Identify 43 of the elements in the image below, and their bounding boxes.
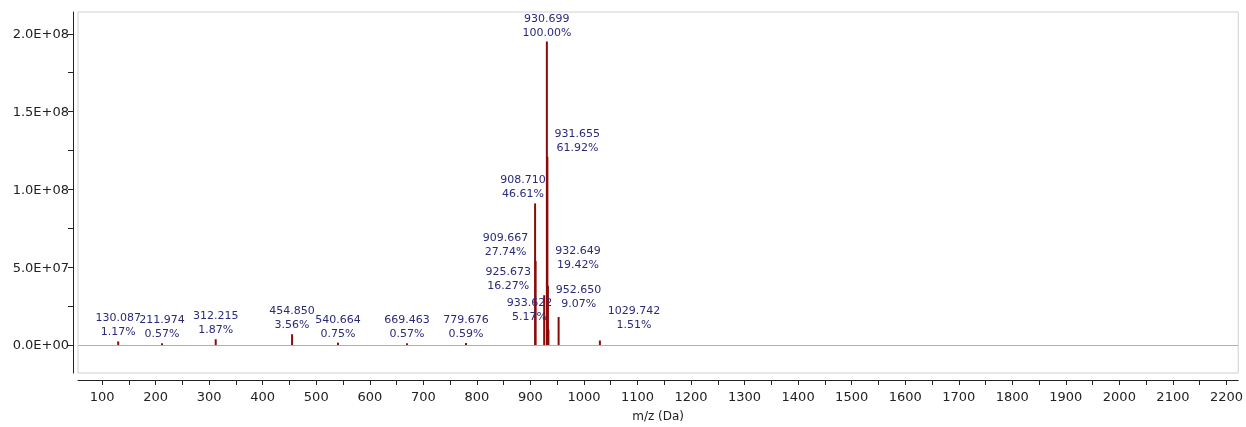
x-tick-label: 1000 <box>567 389 601 404</box>
annotation: 669.463 0.57% <box>384 313 430 341</box>
x-tick-label: 800 <box>464 389 490 404</box>
annotation: 930.699 100.00% <box>522 11 572 39</box>
x-tick-label: 1200 <box>674 389 708 404</box>
x-tick-label: 1300 <box>728 389 762 404</box>
annotation: 1029.742 1.51% <box>607 304 661 332</box>
annotation: 211.974 0.57% <box>139 313 185 341</box>
x-tick-label: 300 <box>196 389 222 404</box>
x-tick-label: 1700 <box>942 389 976 404</box>
annotation: 130.087 1.17% <box>95 311 141 339</box>
x-tick-label: 2000 <box>1102 389 1136 404</box>
y-tick-label: 1.0E+08 <box>12 181 69 197</box>
x-tick-label: 1800 <box>995 389 1029 404</box>
annotation: 909.667 27.74% <box>482 230 529 258</box>
annotation: 925.673 16.27% <box>485 265 531 293</box>
x-tick-label: 1400 <box>781 389 815 404</box>
x-tick-label: 2200 <box>1209 389 1243 404</box>
annotation: 454.850 3.56% <box>269 304 315 332</box>
annotation: 952.650 9.07% <box>555 282 602 310</box>
x-tick-label: 1900 <box>1049 389 1083 404</box>
y-tick-label: 1.5E+08 <box>12 104 69 120</box>
y-tick-label: 0.0E+00 <box>12 337 69 353</box>
x-tick-label: 600 <box>357 389 383 404</box>
annotation: 908.710 46.61% <box>500 173 546 201</box>
annotation: 931.655 61.92% <box>554 126 601 154</box>
annotation: 779.676 0.59% <box>443 313 489 341</box>
x-tick-label: 1600 <box>888 389 922 404</box>
x-tick-label: 700 <box>410 389 436 404</box>
x-tick-label: 500 <box>303 389 329 404</box>
x-tick-label: 100 <box>89 389 115 404</box>
x-axis-title: m/z (Da) <box>632 409 685 423</box>
x-tick-label: 1500 <box>835 389 869 404</box>
x-tick-label: 2100 <box>1156 389 1190 404</box>
x-tick-label: 400 <box>250 389 276 404</box>
y-tick-label: 2.0E+08 <box>12 26 69 42</box>
y-tick-label: 5.0E+07 <box>12 259 69 275</box>
x-tick-label: 200 <box>143 389 169 404</box>
annotation: 540.664 0.75% <box>315 312 361 340</box>
annotation: 932.649 19.42% <box>555 243 601 271</box>
x-tick-label: 1100 <box>620 389 655 404</box>
x-tick-label: 900 <box>518 389 543 404</box>
annotation: 312.215 1.87% <box>192 309 239 337</box>
